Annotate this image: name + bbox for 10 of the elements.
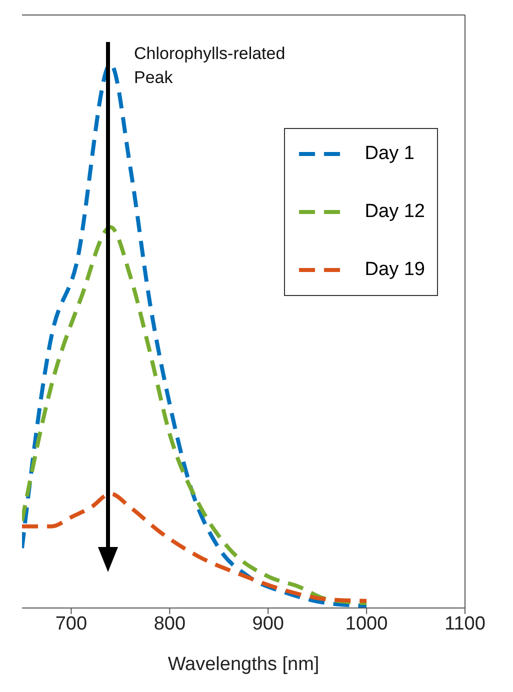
legend-label: Day 1 (364, 143, 414, 165)
legend-label: Day 12 (364, 201, 425, 223)
x-axis-title: Wavelengths [nm] (168, 654, 320, 675)
x-tick-label: 1100 (444, 613, 486, 634)
x-tick-label: 700 (55, 613, 88, 634)
x-tick-label: 900 (252, 613, 284, 634)
x-tick-label: 800 (154, 613, 186, 634)
legend-label: Day 19 (364, 259, 425, 281)
x-tick-label: 1000 (345, 613, 388, 634)
annotation: Chlorophylls-related Peak (134, 43, 286, 89)
